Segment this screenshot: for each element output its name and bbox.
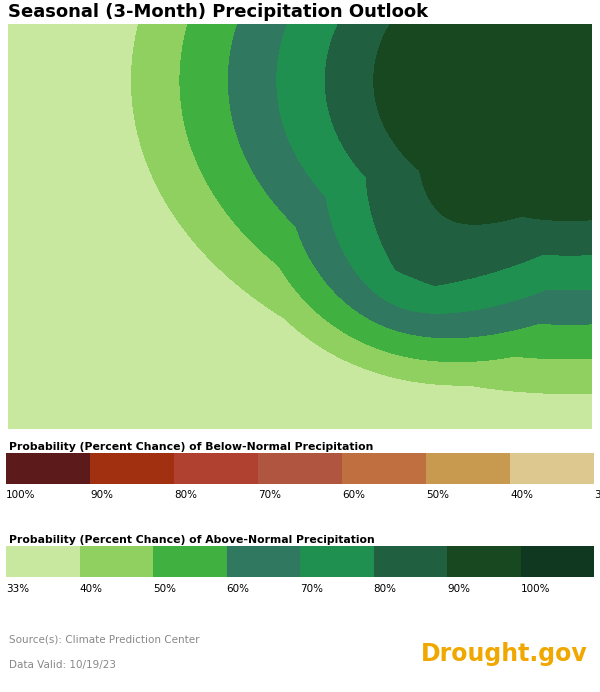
- Bar: [90, 453, 174, 484]
- Bar: [373, 546, 447, 577]
- Text: 33%: 33%: [594, 490, 600, 500]
- Text: 70%: 70%: [300, 583, 323, 594]
- Text: 80%: 80%: [373, 583, 397, 594]
- Bar: [6, 546, 79, 577]
- Text: 33%: 33%: [6, 583, 29, 594]
- Text: 90%: 90%: [90, 490, 113, 500]
- Bar: [510, 453, 594, 484]
- Text: 70%: 70%: [258, 490, 281, 500]
- Text: Data Valid: 10/19/23: Data Valid: 10/19/23: [9, 659, 116, 670]
- Bar: [174, 453, 258, 484]
- Text: 80%: 80%: [174, 490, 197, 500]
- Text: 90%: 90%: [447, 583, 470, 594]
- Text: 60%: 60%: [227, 583, 250, 594]
- Text: 40%: 40%: [79, 583, 103, 594]
- Text: Probability (Percent Chance) of Below-Normal Precipitation: Probability (Percent Chance) of Below-No…: [9, 441, 373, 451]
- Text: 50%: 50%: [426, 490, 449, 500]
- Bar: [342, 453, 426, 484]
- Bar: [447, 546, 521, 577]
- Bar: [227, 546, 300, 577]
- Text: 100%: 100%: [6, 490, 35, 500]
- Bar: [426, 453, 510, 484]
- Bar: [6, 453, 90, 484]
- Text: 50%: 50%: [153, 583, 176, 594]
- Text: 40%: 40%: [510, 490, 533, 500]
- Text: 60%: 60%: [342, 490, 365, 500]
- Bar: [153, 546, 227, 577]
- Bar: [79, 546, 153, 577]
- Text: Source(s): Climate Prediction Center: Source(s): Climate Prediction Center: [9, 634, 199, 644]
- Text: 100%: 100%: [521, 583, 550, 594]
- Bar: [258, 453, 342, 484]
- Bar: [300, 546, 373, 577]
- Text: Probability (Percent Chance) of Above-Normal Precipitation: Probability (Percent Chance) of Above-No…: [9, 535, 374, 545]
- Text: Seasonal (3-Month) Precipitation Outlook: Seasonal (3-Month) Precipitation Outlook: [8, 3, 428, 21]
- Bar: [521, 546, 594, 577]
- Text: Drought.gov: Drought.gov: [421, 642, 588, 666]
